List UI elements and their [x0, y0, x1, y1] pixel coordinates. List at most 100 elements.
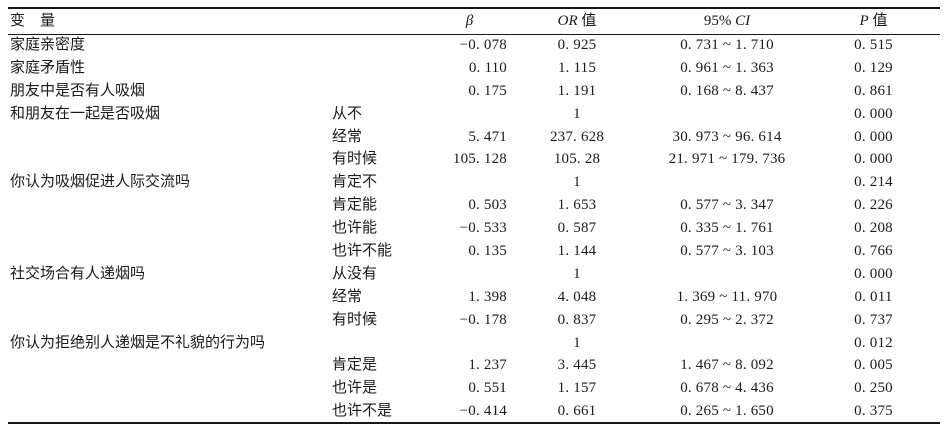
table-row: 也许能 −0. 533 0. 587 0. 335 ~ 1. 761 0. 208 — [8, 217, 940, 240]
cell-or: 0. 587 — [557, 220, 597, 237]
cell-or: 1. 144 — [557, 242, 597, 259]
cell-or: 1 — [573, 265, 581, 282]
cell-ci: 0. 577 ~ 3. 103 — [680, 242, 774, 259]
column-header-p: P 值 — [859, 12, 888, 29]
cell-p: 0. 000 — [854, 128, 893, 145]
cell-beta: 0. 503 — [468, 197, 508, 214]
cell-p: 0. 515 — [854, 37, 893, 54]
table-row: 经常 1. 398 4. 048 1. 369 ~ 11. 970 0. 011 — [8, 286, 940, 309]
table-row: 也许不能 0. 135 1. 144 0. 577 ~ 3. 103 0. 766 — [8, 240, 940, 263]
table-row: 家庭亲密度 −0. 078 0. 925 0. 731 ~ 1. 710 0. 515 — [8, 34, 940, 57]
cell-beta: −0. 178 — [459, 311, 508, 328]
cell-variable: 社交场合有人递烟吗 — [10, 265, 146, 282]
cell-or: 0. 925 — [557, 37, 597, 54]
cell-p: 0. 000 — [854, 151, 893, 168]
cell-beta: 1. 237 — [468, 357, 508, 374]
cell-ci: 0. 577 ~ 3. 347 — [680, 197, 774, 214]
table-row: 和朋友在一起是否吸烟 从不 1 0. 000 — [8, 103, 940, 126]
cell-beta: −0. 533 — [459, 220, 508, 237]
cell-variable — [8, 309, 322, 332]
cell-or: 1. 115 — [557, 59, 597, 76]
cell-or: 1 — [573, 334, 581, 351]
cell-category: 也许不能 — [332, 242, 393, 259]
cell-category: 从没有 — [332, 265, 378, 282]
cell-p: 0. 861 — [854, 82, 893, 99]
cell-category: 肯定不 — [332, 174, 378, 191]
logistic-regression-table: 变 量 β OR 值 95% CI P 值 家庭亲密度 −0. 078 0. 925 0. 7… — [8, 7, 941, 425]
cell-or: 0. 661 — [557, 402, 597, 419]
cell-or: 1. 157 — [557, 380, 597, 397]
cell-ci: 0. 295 ~ 2. 372 — [680, 311, 774, 328]
cell-beta: 0. 551 — [468, 380, 508, 397]
cell-p: 0. 226 — [854, 197, 893, 214]
cell-or: 1 — [573, 105, 581, 122]
cell-beta: 105. 128 — [452, 151, 508, 168]
table-header-row: 变 量 β OR 值 95% CI P 值 — [8, 8, 941, 34]
cell-variable — [8, 217, 322, 240]
cell-category: 经常 — [332, 128, 363, 145]
cell-variable: 朋友中是否有人吸烟 — [10, 82, 146, 99]
column-header-beta: β — [465, 12, 474, 29]
cell-variable: 你认为拒绝别人递烟是不礼貌的行为吗 — [10, 334, 266, 351]
cell-p: 0. 766 — [854, 242, 893, 259]
cell-category: 有时候 — [332, 311, 378, 328]
cell-category: 有时候 — [332, 151, 378, 168]
table-row: 有时候 105. 128 105. 28 21. 971 ~ 179. 736 0. 0… — [8, 148, 940, 171]
cell-beta: 5. 471 — [468, 128, 508, 145]
cell-category: 肯定是 — [332, 357, 378, 374]
cell-p: 0. 005 — [854, 357, 893, 374]
cell-beta: 0. 135 — [468, 242, 508, 259]
table-row: 你认为吸烟促进人际交流吗 肯定不 1 0. 214 — [8, 171, 940, 194]
cell-ci: 0. 731 ~ 1. 710 — [680, 37, 774, 54]
table-row: 你认为拒绝别人递烟是不礼貌的行为吗 1 0. 012 — [8, 332, 940, 355]
cell-or: 1. 191 — [557, 82, 597, 99]
cell-beta: 0. 175 — [468, 82, 508, 99]
cell-p: 0. 000 — [854, 105, 893, 122]
table-row: 也许是 0. 551 1. 157 0. 678 ~ 4. 436 0. 250 — [8, 377, 940, 400]
cell-variable — [8, 400, 322, 423]
cell-variable — [8, 377, 322, 400]
cell-variable — [8, 148, 322, 171]
cell-category — [322, 34, 432, 57]
cell-or: 237. 628 — [549, 128, 605, 145]
cell-variable — [8, 240, 322, 263]
cell-ci: 0. 168 ~ 8. 437 — [680, 82, 774, 99]
cell-variable — [8, 194, 322, 217]
cell-ci — [647, 171, 807, 194]
cell-beta — [432, 332, 507, 355]
cell-variable: 你认为吸烟促进人际交流吗 — [10, 174, 191, 191]
cell-variable — [8, 354, 322, 377]
cell-category: 也许能 — [332, 220, 378, 237]
cell-variable: 家庭矛盾性 — [10, 59, 86, 76]
cell-or: 0. 837 — [557, 311, 597, 328]
column-header-ci: 95% CI — [703, 12, 751, 29]
table-row: 经常 5. 471 237. 628 30. 973 ~ 96. 614 0. 000 — [8, 126, 940, 149]
cell-or: 1 — [573, 174, 581, 191]
cell-category — [322, 332, 432, 355]
cell-category: 也许是 — [332, 380, 378, 397]
cell-category: 也许不是 — [332, 402, 393, 419]
cell-variable — [8, 286, 322, 309]
table-row: 家庭矛盾性 0. 110 1. 115 0. 961 ~ 1. 363 0. 129 — [8, 57, 940, 80]
cell-or: 3. 445 — [557, 357, 597, 374]
table-row: 朋友中是否有人吸烟 0. 175 1. 191 0. 168 ~ 8. 437 0. 8… — [8, 80, 940, 103]
cell-beta — [432, 103, 507, 126]
cell-beta: 0. 110 — [468, 59, 508, 76]
cell-ci: 1. 467 ~ 8. 092 — [680, 357, 774, 374]
cell-category — [322, 57, 432, 80]
cell-ci: 0. 678 ~ 4. 436 — [680, 380, 774, 397]
column-header-variable: 变 量 — [10, 12, 56, 29]
cell-p: 0. 012 — [854, 334, 893, 351]
cell-p: 0. 129 — [854, 59, 893, 76]
cell-ci: 1. 369 ~ 11. 970 — [676, 288, 778, 305]
cell-or: 1. 653 — [557, 197, 597, 214]
cell-ci: 0. 961 ~ 1. 363 — [680, 59, 774, 76]
cell-ci: 21. 971 ~ 179. 736 — [668, 151, 786, 168]
cell-beta — [432, 263, 507, 286]
cell-category — [322, 80, 432, 103]
cell-category: 从不 — [332, 105, 363, 122]
cell-beta: −0. 078 — [459, 37, 508, 54]
cell-category: 经常 — [332, 288, 363, 305]
cell-p: 0. 250 — [854, 380, 893, 397]
